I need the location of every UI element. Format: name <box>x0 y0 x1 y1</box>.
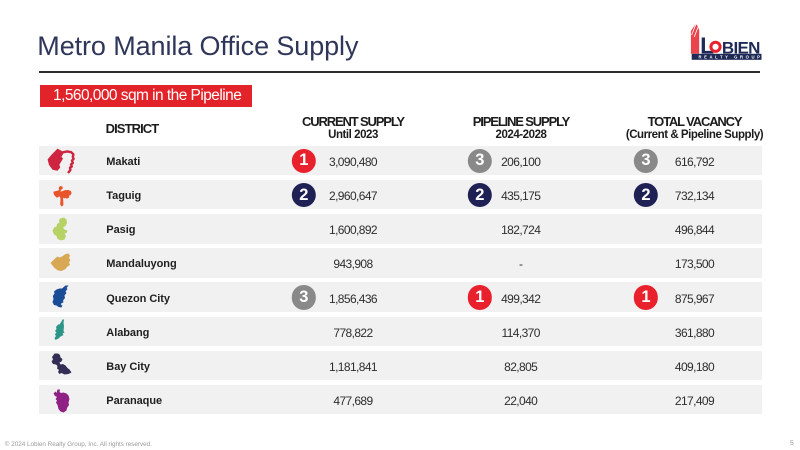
svg-text:L: L <box>700 32 714 58</box>
svg-text:REALTY GROUP: REALTY GROUP <box>698 55 762 60</box>
svg-text:BIEN: BIEN <box>722 38 760 57</box>
